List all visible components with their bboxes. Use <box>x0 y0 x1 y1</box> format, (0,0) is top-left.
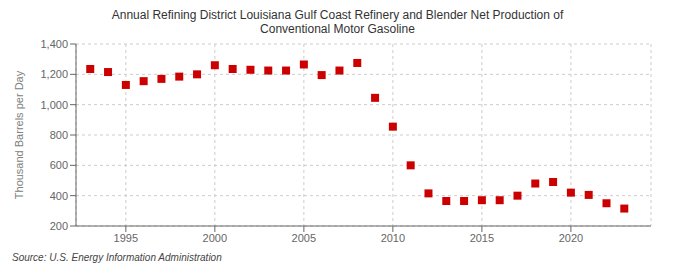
svg-text:2010: 2010 <box>381 232 405 244</box>
svg-text:200: 200 <box>50 220 68 232</box>
svg-text:2015: 2015 <box>470 232 494 244</box>
svg-text:1995: 1995 <box>114 232 138 244</box>
svg-text:1,000: 1,000 <box>40 99 68 111</box>
svg-text:1,400: 1,400 <box>40 38 68 50</box>
svg-text:1,200: 1,200 <box>40 68 68 80</box>
svg-text:800: 800 <box>50 129 68 141</box>
svg-text:400: 400 <box>50 190 68 202</box>
html-text:Conventional Motor Gasoline: Conventional Motor Gasoline <box>260 22 415 36</box>
svg-text:600: 600 <box>50 159 68 171</box>
svg-text:2005: 2005 <box>292 232 316 244</box>
svg-text:2000: 2000 <box>203 232 227 244</box>
svg-text:Thousand Barrels per Day: Thousand Barrels per Day <box>13 70 25 199</box>
html-text:Source: U.S. Energy Informatio: Source: U.S. Energy Information Administ… <box>12 252 222 263</box>
html-text:Annual Refining District Louis: Annual Refining District Louisiana Gulf … <box>111 8 564 22</box>
svg-text:2020: 2020 <box>559 232 583 244</box>
